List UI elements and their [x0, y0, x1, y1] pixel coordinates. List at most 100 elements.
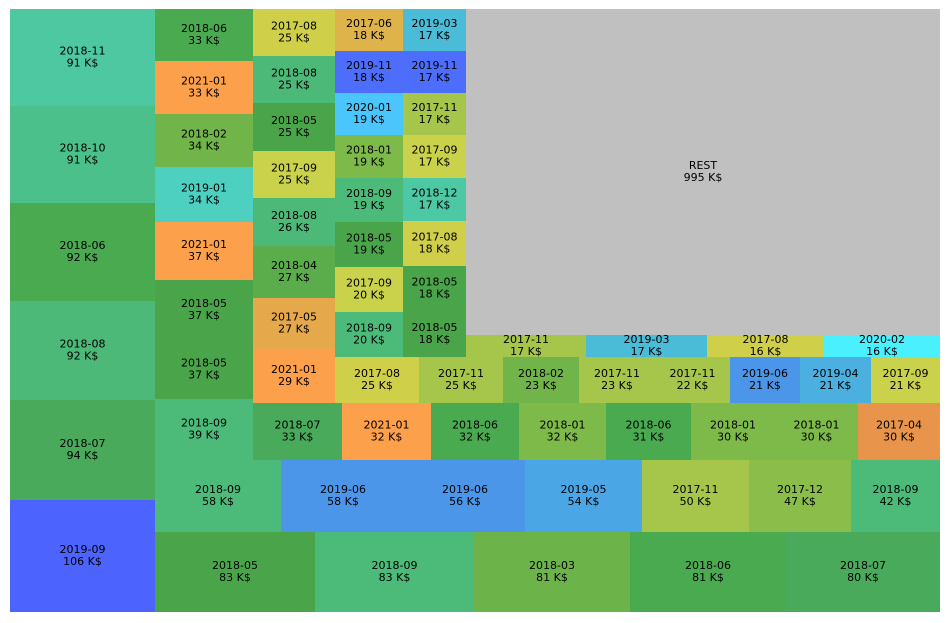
- treemap-cell-label: 2019-06: [320, 483, 366, 496]
- treemap-cell-rect: [335, 178, 403, 222]
- treemap-cell-value: 21 K$: [749, 379, 781, 392]
- treemap-cell-label: 2017-11: [594, 367, 640, 380]
- treemap-cell-label: 2018-02: [518, 367, 564, 380]
- treemap-cell-label: 2017-06: [346, 17, 392, 30]
- treemap-cell-rect: [642, 460, 749, 532]
- treemap-cell-rect: [749, 460, 851, 532]
- treemap-cell-label: 2019-04: [813, 367, 859, 380]
- treemap-cell-label: 2017-11: [670, 367, 716, 380]
- treemap-cell-label: 2019-03: [624, 333, 670, 346]
- treemap-cell-rect: [403, 51, 466, 93]
- treemap-cell-rect: [403, 178, 466, 221]
- treemap-cell-label: 2017-09: [346, 277, 392, 290]
- treemap-cell-rect: [579, 357, 655, 403]
- treemap-cell-value: 18 K$: [419, 333, 451, 346]
- treemap-cell-rect: [403, 266, 466, 311]
- treemap-cell-value: 25 K$: [361, 379, 393, 392]
- treemap-cell-value: 92 K$: [67, 251, 99, 264]
- treemap-cell-value: 50 K$: [680, 495, 712, 508]
- treemap-cell-value: 58 K$: [202, 495, 234, 508]
- treemap-cell-label: 2018-01: [794, 419, 840, 432]
- treemap-cell-value: 23 K$: [601, 379, 633, 392]
- treemap-cell-value: 31 K$: [633, 431, 665, 444]
- treemap-cell-label: 2018-09: [181, 417, 227, 430]
- treemap-cell-label: 2018-08: [271, 67, 317, 80]
- treemap-cell-value: 80 K$: [847, 571, 879, 584]
- treemap-cell-value: 20 K$: [353, 334, 385, 347]
- treemap-cell-label: 2019-06: [442, 483, 488, 496]
- treemap-cell-rect: [155, 532, 315, 612]
- treemap-cell-value: 20 K$: [353, 289, 385, 302]
- treemap-cell-label: 2018-06: [685, 559, 731, 572]
- treemap-cell-value: 16 K$: [866, 345, 898, 358]
- treemap-cell-label: 2018-05: [412, 321, 458, 334]
- treemap-cell-label: 2017-08: [354, 367, 400, 380]
- treemap-cell-value: 92 K$: [67, 350, 99, 363]
- treemap-cell-label: 2017-09: [883, 367, 929, 380]
- treemap-cell-rect: [10, 106, 155, 203]
- treemap-cell-value: 56 K$: [449, 495, 481, 508]
- treemap-cell-label: 2018-10: [60, 142, 106, 155]
- treemap-cell-value: 25 K$: [278, 32, 310, 45]
- treemap-cell-label: 2017-08: [743, 333, 789, 346]
- treemap-cell-label: 2017-11: [673, 483, 719, 496]
- treemap-cell-label: 2017-11: [503, 333, 549, 346]
- treemap-cell-label: 2019-09: [60, 543, 106, 556]
- treemap-cell-rect: [730, 357, 800, 403]
- treemap-cell-rect: [335, 267, 403, 312]
- treemap-cell-value: 25 K$: [445, 379, 477, 392]
- treemap-cell-rect: [775, 403, 858, 460]
- treemap-cell-label: 2019-01: [181, 182, 227, 195]
- treemap-cell-rect: [871, 357, 940, 403]
- treemap-cell-value: 18 K$: [419, 288, 451, 301]
- treemap-cell-rect: [335, 93, 403, 135]
- treemap-cell-label: 2017-04: [876, 419, 922, 432]
- treemap-cell-value: 21 K$: [890, 379, 922, 392]
- treemap-cell-rect: [10, 301, 155, 400]
- treemap-cell-rect: [253, 198, 335, 246]
- treemap-cell-value: 33 K$: [188, 87, 220, 100]
- treemap-cell-rect: [253, 103, 335, 151]
- treemap-cell-rect: [403, 9, 466, 51]
- treemap-cell-rect: [403, 135, 466, 178]
- treemap-cell-value: 32 K$: [371, 431, 403, 444]
- treemap-cell-label: 2021-01: [364, 419, 410, 432]
- treemap-cell-label: 2018-01: [710, 419, 756, 432]
- treemap-cell-value: 81 K$: [536, 571, 568, 584]
- treemap-cell-rect: [630, 532, 786, 612]
- treemap-cell-rect: [431, 403, 519, 460]
- treemap-cell-rect: [586, 335, 707, 357]
- treemap-cell-label: 2017-09: [412, 144, 458, 157]
- treemap-cell-rect: [155, 61, 253, 114]
- treemap-cell-label: 2018-09: [195, 483, 241, 496]
- treemap-cell-value: 18 K$: [353, 29, 385, 42]
- treemap-cell-label: 2019-03: [412, 17, 458, 30]
- treemap-cell-rect: [335, 312, 403, 357]
- treemap-cell-value: 21 K$: [820, 379, 852, 392]
